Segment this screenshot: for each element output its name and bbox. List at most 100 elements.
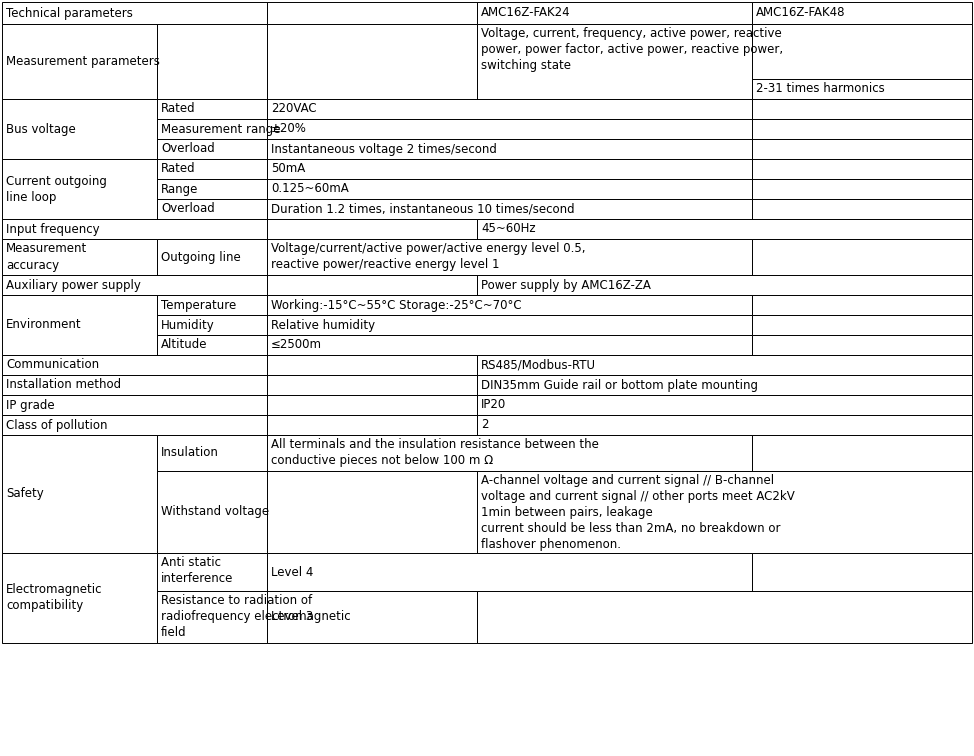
- Text: Relative humidity: Relative humidity: [271, 318, 375, 331]
- Text: Input frequency: Input frequency: [6, 222, 99, 236]
- Bar: [267, 415, 477, 435]
- Bar: [2, 415, 267, 435]
- Text: Voltage, current, frequency, active power, reactive
power, power factor, active : Voltage, current, frequency, active powe…: [481, 27, 783, 72]
- Text: Safety: Safety: [6, 488, 44, 500]
- Text: Level 4: Level 4: [271, 565, 314, 578]
- Bar: [267, 199, 752, 219]
- Bar: [2, 275, 267, 295]
- Text: 2: 2: [481, 419, 489, 432]
- Text: Voltage/current/active power/active energy level 0.5,
reactive power/reactive en: Voltage/current/active power/active ener…: [271, 242, 585, 271]
- Bar: [267, 395, 477, 415]
- Bar: [157, 471, 267, 553]
- Bar: [267, 219, 477, 239]
- Text: Anti static
interference: Anti static interference: [161, 556, 234, 585]
- Text: Power supply by AMC16Z-ZA: Power supply by AMC16Z-ZA: [481, 278, 651, 292]
- Bar: [157, 139, 267, 159]
- Bar: [2, 159, 157, 219]
- Bar: [752, 159, 972, 179]
- Bar: [752, 435, 972, 471]
- Text: Current outgoing
line loop: Current outgoing line loop: [6, 175, 107, 203]
- Text: AMC16Z-FAK48: AMC16Z-FAK48: [756, 7, 845, 20]
- Bar: [752, 2, 972, 24]
- Text: IP grade: IP grade: [6, 398, 55, 411]
- Bar: [267, 139, 752, 159]
- Bar: [752, 335, 972, 355]
- Bar: [752, 239, 972, 275]
- Text: RS485/Modbus-RTU: RS485/Modbus-RTU: [481, 358, 596, 371]
- Bar: [157, 435, 267, 471]
- Bar: [267, 2, 477, 24]
- Text: Measurement
accuracy: Measurement accuracy: [6, 243, 88, 271]
- Text: Resistance to radiation of
radiofrequency electromagnetic
field: Resistance to radiation of radiofrequenc…: [161, 594, 351, 639]
- Bar: [752, 315, 972, 335]
- Text: Instantaneous voltage 2 times/second: Instantaneous voltage 2 times/second: [271, 142, 497, 156]
- Text: IP20: IP20: [481, 398, 506, 411]
- Bar: [752, 79, 972, 99]
- Bar: [752, 199, 972, 219]
- Bar: [2, 395, 267, 415]
- Bar: [267, 119, 752, 139]
- Bar: [157, 99, 267, 119]
- Text: Outgoing line: Outgoing line: [161, 250, 241, 264]
- Text: 45~60Hz: 45~60Hz: [481, 222, 536, 236]
- Text: DIN35mm Guide rail or bottom plate mounting: DIN35mm Guide rail or bottom plate mount…: [481, 379, 758, 392]
- Bar: [267, 375, 477, 395]
- Text: 0.125~60mA: 0.125~60mA: [271, 182, 349, 196]
- Bar: [2, 295, 157, 355]
- Bar: [752, 139, 972, 159]
- Bar: [267, 239, 752, 275]
- Bar: [2, 239, 157, 275]
- Text: Insulation: Insulation: [161, 447, 219, 460]
- Text: Duration 1.2 times, instantaneous 10 times/second: Duration 1.2 times, instantaneous 10 tim…: [271, 203, 575, 215]
- Text: All terminals and the insulation resistance between the
conductive pieces not be: All terminals and the insulation resista…: [271, 438, 599, 467]
- Bar: [752, 553, 972, 591]
- Bar: [752, 119, 972, 139]
- Bar: [2, 435, 157, 553]
- Bar: [267, 355, 477, 375]
- Text: 220VAC: 220VAC: [271, 103, 317, 116]
- Text: Rated: Rated: [161, 103, 196, 116]
- Bar: [477, 375, 972, 395]
- Text: Level 3: Level 3: [271, 611, 314, 624]
- Text: Humidity: Humidity: [161, 318, 214, 331]
- Text: Measurement range: Measurement range: [161, 122, 281, 135]
- Bar: [267, 295, 752, 315]
- Text: Bus voltage: Bus voltage: [6, 122, 76, 135]
- Bar: [157, 295, 267, 315]
- Bar: [267, 24, 477, 99]
- Text: Measurement parameters: Measurement parameters: [6, 55, 160, 68]
- Bar: [267, 435, 752, 471]
- Bar: [2, 219, 267, 239]
- Bar: [157, 553, 267, 591]
- Bar: [752, 179, 972, 199]
- Bar: [267, 335, 752, 355]
- Text: Electromagnetic
compatibility: Electromagnetic compatibility: [6, 584, 102, 612]
- Bar: [157, 239, 267, 275]
- Text: Environment: Environment: [6, 318, 82, 331]
- Bar: [157, 24, 267, 99]
- Bar: [477, 275, 972, 295]
- Text: Working:-15°C~55°C Storage:-25°C~70°C: Working:-15°C~55°C Storage:-25°C~70°C: [271, 299, 522, 311]
- Bar: [477, 2, 752, 24]
- Text: Altitude: Altitude: [161, 339, 207, 352]
- Text: Class of pollution: Class of pollution: [6, 419, 107, 432]
- Bar: [477, 471, 972, 553]
- Bar: [267, 179, 752, 199]
- Bar: [752, 295, 972, 315]
- Bar: [2, 355, 267, 375]
- Bar: [477, 415, 972, 435]
- Text: ≤2500m: ≤2500m: [271, 339, 322, 352]
- Text: Temperature: Temperature: [161, 299, 237, 311]
- Bar: [2, 2, 267, 24]
- Text: ±20%: ±20%: [271, 122, 307, 135]
- Bar: [752, 24, 972, 79]
- Text: Overload: Overload: [161, 142, 214, 156]
- Bar: [477, 219, 972, 239]
- Bar: [477, 395, 972, 415]
- Bar: [157, 315, 267, 335]
- Text: Range: Range: [161, 182, 199, 196]
- Text: Auxiliary power supply: Auxiliary power supply: [6, 278, 141, 292]
- Bar: [157, 119, 267, 139]
- Bar: [477, 24, 752, 99]
- Bar: [2, 553, 157, 643]
